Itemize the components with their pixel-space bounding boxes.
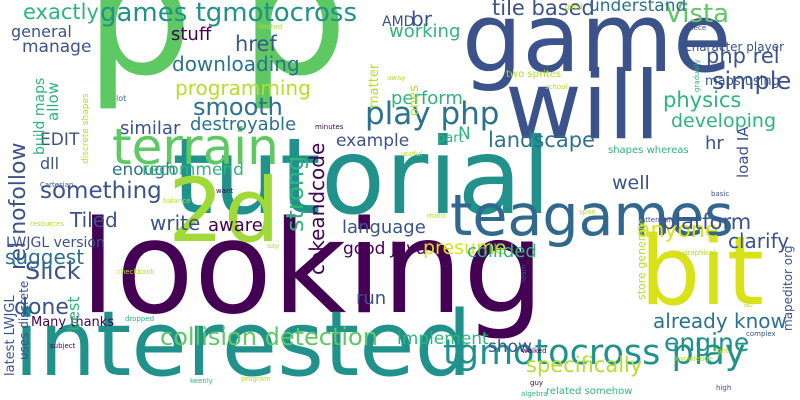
cloud-word: subject (50, 343, 75, 350)
cloud-word: useful (401, 151, 422, 158)
cloud-word: balance (163, 198, 191, 205)
cloud-word: two sprites (506, 70, 561, 80)
cloud-word: hr (705, 135, 724, 153)
cloud-word: span (579, 209, 596, 216)
cloud-word: recommend (142, 162, 244, 179)
cloud-word: build maps (33, 78, 47, 155)
cloud-word: limited (258, 24, 282, 31)
cloud-word: cokeandcode (307, 143, 327, 275)
cloud-word: program (241, 376, 271, 383)
cloud-word: well (612, 174, 650, 193)
cloud-word: Tiled (70, 210, 118, 230)
cloud-word: stuff (171, 26, 211, 44)
cloud-word: similar (120, 120, 180, 138)
cloud-word: shapes whereas (608, 146, 689, 156)
cloud-word: minutes (315, 124, 343, 131)
cloud-word: aware (208, 217, 263, 235)
cloud-word: ones (408, 85, 421, 116)
cloud-word: keenly (190, 378, 213, 385)
cloud-word: walked (522, 348, 547, 355)
cloud-word: already know (653, 311, 787, 331)
cloud-word: discrete shapes (82, 93, 91, 164)
cloud-word: specifically (526, 355, 642, 376)
cloud-word: strong (283, 156, 307, 232)
cloud-word: character player (685, 41, 784, 53)
cloud-word: knowledge (675, 356, 713, 363)
cloud-word: guy (530, 380, 543, 387)
cloud-word: matter (368, 64, 381, 108)
cloud-word: collision detection (160, 325, 378, 349)
cloud-word: basic (711, 191, 729, 198)
cloud-word: run (356, 290, 386, 308)
cloud-word: manage (22, 39, 91, 56)
cloud-word: related somehow (546, 387, 632, 397)
cloud-word: 3D (743, 302, 753, 309)
cloud-word: implement (397, 331, 489, 348)
cloud-word: store generate (636, 219, 647, 300)
cloud-word: load IA (736, 126, 751, 178)
cloud-word: math (427, 213, 445, 220)
cloud-word: landscape (488, 130, 595, 151)
cloud-word: latest LWJGL (4, 295, 17, 376)
cloud-word: learn (521, 264, 528, 282)
cloud-word: working (389, 23, 460, 41)
cloud-word: best (66, 296, 82, 331)
cloud-word: attention (641, 217, 673, 224)
cloud-word: mapeditor org (782, 246, 794, 331)
cloud-word: example (336, 133, 409, 150)
cloud-word: understand (589, 0, 686, 15)
cloud-word: checkbook (117, 269, 155, 276)
cloud-word: downloading (172, 54, 300, 74)
cloud-word: N (458, 126, 471, 143)
cloud-word: say (267, 243, 279, 250)
cloud-word: complex (746, 331, 776, 338)
cloud-word: allow (46, 82, 61, 121)
cloud-word: lot (116, 95, 126, 103)
cloud-word: light (713, 348, 729, 355)
cloud-word: write (150, 213, 200, 233)
cloud-word: school (545, 84, 567, 91)
cloud-word: exactly (23, 2, 99, 23)
cloud-word: maps using (705, 75, 780, 88)
cloud-word: perform (391, 90, 463, 108)
cloud-word: want (216, 188, 233, 195)
cloud-word: games tgmotocross (100, 0, 357, 26)
cloud-word: uses discrete (18, 281, 30, 360)
cloud-word: good Java (343, 241, 427, 258)
cloud-word: high (716, 385, 731, 392)
cloud-word: good (565, 4, 582, 11)
cloud-word: graphical (683, 250, 716, 257)
cloud-word: dropped (125, 316, 154, 323)
cloud-word: collided (467, 243, 537, 261)
cloud-word: programming (175, 78, 311, 98)
cloud-word: apiece (683, 25, 706, 32)
cloud-word: algebra (521, 391, 548, 398)
cloud-word: developing (671, 112, 776, 131)
cloud-word: engine (664, 330, 749, 355)
cloud-word: LWJGL version (6, 236, 105, 250)
cloud-word: resources (30, 221, 64, 228)
cloud-word: dll (40, 156, 59, 172)
cloud-word: language (342, 219, 426, 237)
cloud-word: away (387, 75, 405, 82)
cloud-word: Cartesian (40, 182, 73, 189)
cloud-word: gradually (694, 59, 701, 92)
cloud-word: clarify (728, 231, 789, 251)
cloud-word: destroyable (190, 116, 296, 134)
